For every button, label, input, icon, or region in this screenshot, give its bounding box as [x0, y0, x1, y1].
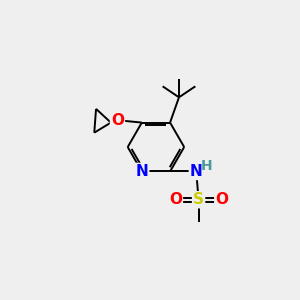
Text: S: S: [193, 192, 204, 207]
Text: N: N: [190, 164, 203, 179]
Text: H: H: [201, 159, 212, 173]
Text: N: N: [136, 164, 148, 179]
Text: O: O: [215, 192, 228, 207]
Text: O: O: [111, 113, 124, 128]
Text: O: O: [169, 192, 182, 207]
